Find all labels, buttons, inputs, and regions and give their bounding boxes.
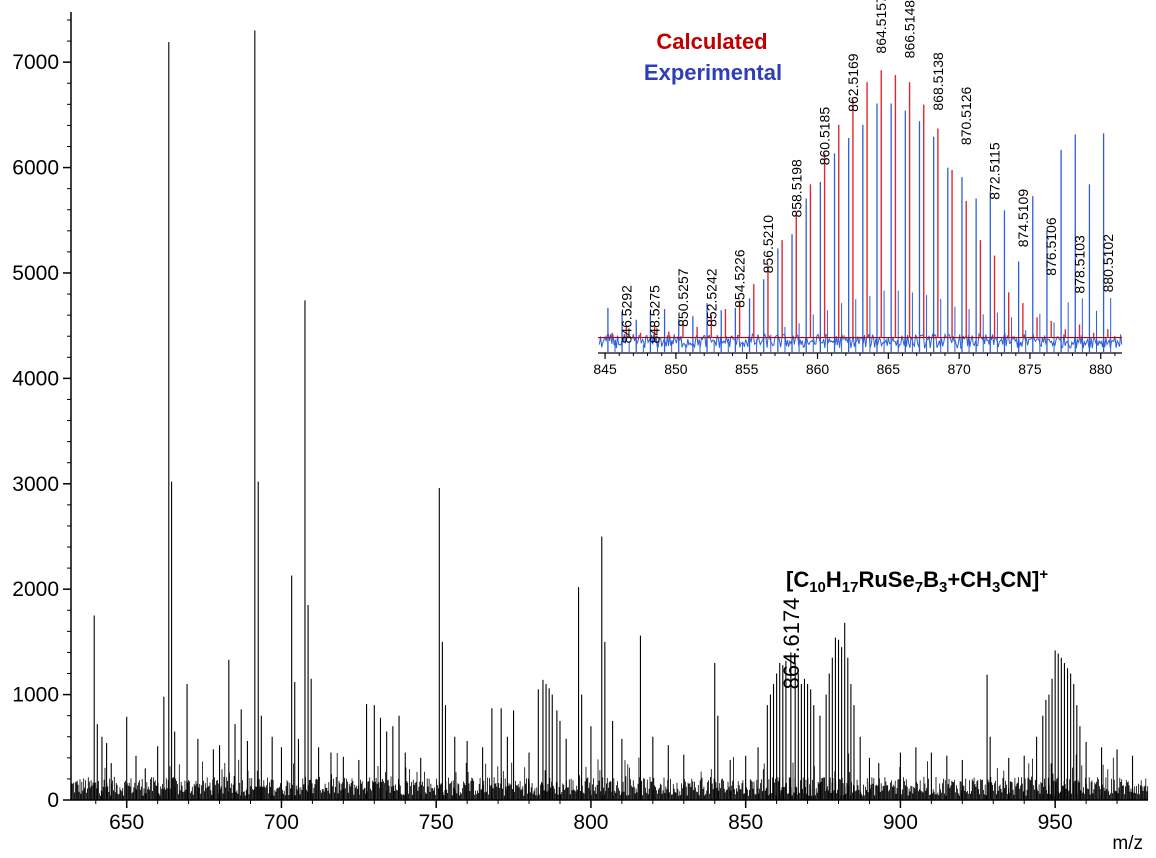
inset-peak-label: 876.5106 (1043, 217, 1059, 276)
inset-peak-label: 850.5257 (675, 268, 691, 327)
x-tick-label: 750 (419, 811, 454, 834)
inset-tick-label: 875 (1018, 361, 1042, 377)
inset-peak-label: 860.5185 (817, 107, 833, 166)
inset-peak-labels: 846.5292 848.5275 850.5257 852.5242 854.5226… (618, 0, 1116, 343)
formula-part: H (826, 567, 842, 592)
x-tick-label: 900 (883, 811, 918, 834)
inset-tick-label: 850 (664, 361, 688, 377)
formula-part: [C (786, 567, 809, 592)
inset-tick-label: 865 (877, 361, 901, 377)
x-tick-label: 850 (728, 811, 763, 834)
inset-peak-label: 864.5157 (873, 0, 889, 54)
legend-experimental: Experimental (644, 60, 782, 85)
formula-part: + (1039, 566, 1048, 583)
inset-tick-label: 855 (735, 361, 759, 377)
main-ticks: 0 1000 2000 3000 4000 5000 6000 7000 650 700 750 80… (12, 19, 1118, 834)
x-tick-label: 800 (573, 811, 608, 834)
x-tick-label: 650 (109, 811, 144, 834)
formula-part: 3 (939, 579, 947, 596)
inset-peak-label: 858.5198 (788, 159, 804, 218)
formula-part: CN] (1000, 567, 1039, 592)
inset-peak-label: 880.5102 (1100, 234, 1116, 293)
y-tick-label: 4000 (12, 367, 59, 390)
inset-tick-label: 870 (947, 361, 971, 377)
y-tick-label: 5000 (12, 262, 59, 285)
x-tick-label: 950 (1038, 811, 1073, 834)
inset-peak-label: 868.5138 (930, 52, 946, 111)
y-tick-label: 0 (47, 789, 59, 812)
experimental-noise-trace (598, 332, 1123, 350)
x-tick-label: 700 (264, 811, 299, 834)
formula-part: 17 (842, 579, 859, 596)
y-tick-label: 7000 (12, 51, 59, 74)
inset-peak-label: 862.5169 (845, 53, 861, 112)
formula-part: 10 (809, 579, 826, 596)
inset-tick-label: 845 (593, 361, 617, 377)
formula-part: +CH (947, 567, 992, 592)
inset-peak-label: 854.5226 (732, 249, 748, 308)
y-tick-label: 1000 (12, 684, 59, 707)
formula-annotation: [C10H17RuSe7B3+CH3CN]+ (786, 566, 1048, 596)
main-axes (70, 12, 1148, 801)
inset-peak-label: 852.5242 (703, 268, 719, 327)
formula-part: 3 (992, 579, 1000, 596)
inset-peak-label: 870.5126 (958, 86, 974, 145)
baseline-noise (71, 753, 1149, 800)
inset-tick-label: 860 (806, 361, 830, 377)
peak-mz-annotation: 864.6174 (779, 598, 804, 690)
x-axis-label: m/z (1112, 833, 1143, 854)
inset-tick-label: 880 (1089, 361, 1113, 377)
main-noise (71, 753, 1149, 800)
inset-chart: 845 850 855 860 865 870 875 880 (593, 70, 1123, 377)
inset-peak-label: 874.5109 (1015, 189, 1031, 248)
y-tick-label: 6000 (12, 157, 59, 180)
formula-part: B (923, 567, 939, 592)
inset-peak-label: 856.5210 (760, 215, 776, 274)
formula-part: RuSe (858, 567, 914, 592)
inset-peak-label: 878.5103 (1072, 235, 1088, 294)
inset-peak-label: 848.5275 (647, 285, 663, 344)
legend-calculated: Calculated (656, 29, 767, 54)
y-tick-label: 2000 (12, 578, 59, 601)
inset-peak-label: 866.5148 (902, 0, 918, 58)
inset-peak-label: 872.5115 (987, 142, 1003, 200)
formula-part: 7 (915, 579, 923, 596)
main-peaks (93, 30, 1134, 800)
y-tick-label: 3000 (12, 473, 59, 496)
inset-peak-label: 846.5292 (618, 285, 634, 344)
